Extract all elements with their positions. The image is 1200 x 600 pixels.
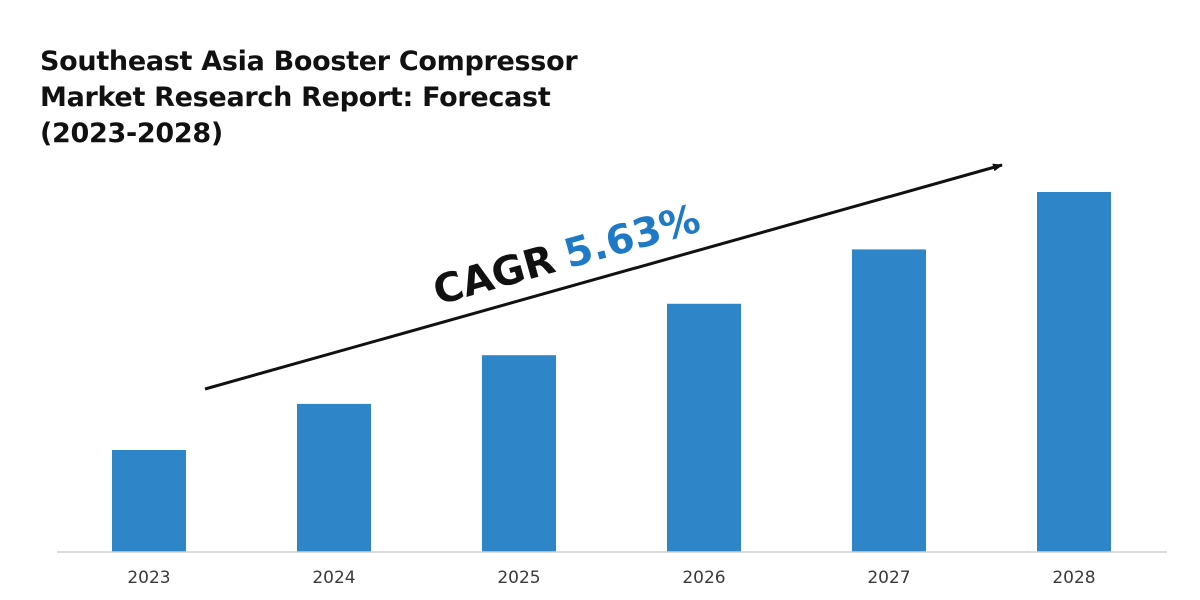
chart-title-line-2: Market Research Report: Forecast (40, 82, 551, 113)
cagr-label: CAGR (428, 237, 560, 315)
x-tick-label-2023: 2023 (127, 568, 170, 588)
bar-2024 (297, 403, 371, 552)
x-tick-label-2026: 2026 (682, 568, 725, 588)
x-tick-label-2024: 2024 (312, 568, 355, 588)
x-tick-label-2028: 2028 (1052, 568, 1095, 588)
cagr-value: 5.63% (559, 196, 705, 278)
bar-2027 (852, 249, 926, 552)
chart-title-line-1: Southeast Asia Booster Compressor (40, 46, 578, 77)
x-tick-label-2027: 2027 (867, 568, 910, 588)
bar-2028 (1037, 192, 1111, 552)
bars (112, 192, 1111, 552)
chart-title: Southeast Asia Booster Compressor Market… (40, 44, 578, 152)
trend-arrow (204, 163, 1003, 391)
bar-2023 (112, 450, 186, 552)
x-tick-label-2025: 2025 (497, 568, 540, 588)
bar-2026 (667, 303, 741, 552)
cagr-annotation: CAGR5.63% (428, 196, 705, 315)
x-axis-tick-labels: 2023 2024 2025 2026 2027 2028 (127, 568, 1095, 588)
chart-title-line-3: (2023-2028) (40, 118, 223, 149)
bar-2025 (482, 355, 556, 552)
